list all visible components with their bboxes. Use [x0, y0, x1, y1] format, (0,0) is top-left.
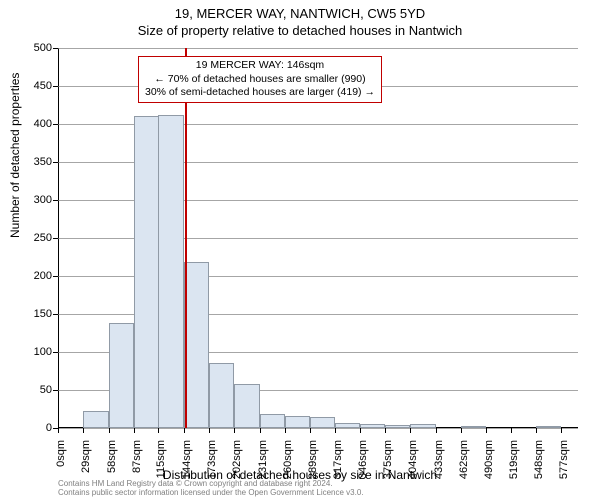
ytick-label: 400 [12, 118, 52, 130]
footer-attribution: Contains HM Land Registry data © Crown c… [58, 480, 364, 498]
xtick-mark [109, 428, 110, 433]
xtick-mark [58, 428, 59, 433]
annotation-line: 30% of semi-detached houses are larger (… [145, 86, 375, 100]
ytick-mark [53, 276, 58, 277]
ytick-label: 0 [12, 422, 52, 434]
xtick-mark [561, 428, 562, 433]
ytick-label: 350 [12, 156, 52, 168]
annotation-line: 19 MERCER WAY: 146sqm [145, 59, 375, 73]
ytick-label: 150 [12, 308, 52, 320]
histogram-bar [536, 426, 561, 428]
grid-line [58, 48, 578, 49]
histogram-chart: 0501001502002503003504004505000sqm29sqm5… [58, 48, 578, 428]
xtick-mark [234, 428, 235, 433]
footer-line-2: Contains public sector information licen… [58, 489, 364, 498]
title-line-1: 19, MERCER WAY, NANTWICH, CW5 5YD [0, 0, 600, 21]
ytick-mark [53, 48, 58, 49]
ytick-mark [53, 390, 58, 391]
xtick-mark [285, 428, 286, 433]
xtick-mark [260, 428, 261, 433]
histogram-bar [360, 424, 385, 428]
xtick-mark [436, 428, 437, 433]
xtick-mark [385, 428, 386, 433]
ytick-label: 450 [12, 80, 52, 92]
xtick-mark [536, 428, 537, 433]
ytick-mark [53, 314, 58, 315]
xtick-mark [209, 428, 210, 433]
xtick-mark [83, 428, 84, 433]
annotation-box: 19 MERCER WAY: 146sqm← 70% of detached h… [138, 56, 382, 103]
histogram-bar [234, 384, 259, 428]
histogram-bar [461, 426, 486, 428]
xtick-mark [511, 428, 512, 433]
histogram-bar [410, 424, 435, 428]
ytick-label: 500 [12, 42, 52, 54]
ytick-label: 300 [12, 194, 52, 206]
ytick-label: 200 [12, 270, 52, 282]
histogram-bar [335, 423, 360, 428]
ytick-label: 100 [12, 346, 52, 358]
histogram-bar [385, 425, 410, 428]
histogram-bar [310, 417, 335, 428]
histogram-bar [260, 414, 285, 428]
xtick-mark [335, 428, 336, 433]
histogram-bar [158, 115, 183, 428]
plot-area: 0501001502002503003504004505000sqm29sqm5… [58, 48, 578, 428]
xtick-mark [310, 428, 311, 433]
ytick-mark [53, 352, 58, 353]
xtick-mark [360, 428, 361, 433]
xtick-mark [134, 428, 135, 433]
ytick-label: 50 [12, 384, 52, 396]
histogram-bar [285, 416, 310, 428]
xtick-mark [461, 428, 462, 433]
histogram-bar [184, 262, 209, 428]
annotation-line: ← 70% of detached houses are smaller (99… [145, 73, 375, 87]
histogram-bar [83, 411, 108, 428]
ytick-label: 250 [12, 232, 52, 244]
ytick-mark [53, 162, 58, 163]
xtick-mark [486, 428, 487, 433]
histogram-bar [109, 323, 134, 428]
xtick-mark [158, 428, 159, 433]
ytick-mark [53, 86, 58, 87]
ytick-mark [53, 200, 58, 201]
histogram-bar [134, 116, 159, 428]
ytick-mark [53, 124, 58, 125]
property-marker-line [185, 48, 187, 428]
xtick-mark [184, 428, 185, 433]
ytick-mark [53, 238, 58, 239]
histogram-bar [209, 363, 234, 428]
xtick-mark [410, 428, 411, 433]
title-line-2: Size of property relative to detached ho… [0, 21, 600, 42]
grid-line [58, 428, 578, 429]
